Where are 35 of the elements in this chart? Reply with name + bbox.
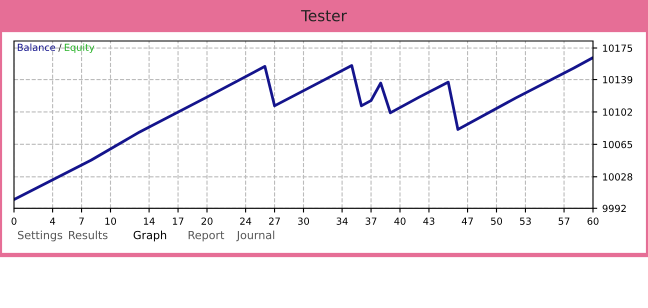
- x-tick-label: 40: [394, 218, 406, 225]
- text: Settings: [18, 230, 62, 242]
- x-tick-label: 50: [491, 218, 502, 225]
- x-tick-label: 37: [366, 218, 376, 225]
- x-tick-label: 10: [105, 218, 116, 225]
- y-tick-label: 9992: [602, 204, 626, 212]
- x-tick-label: 24: [240, 218, 252, 225]
- x-tick-label: 30: [298, 218, 310, 225]
- text: Balance: [18, 44, 56, 52]
- text: Graph: [134, 230, 166, 242]
- line-series: [14, 56, 593, 201]
- x-tick-label: 60: [587, 218, 599, 225]
- annotation: /: [58, 44, 62, 52]
- x-tick-label: 20: [202, 218, 213, 225]
- text: Report: [188, 230, 224, 242]
- y-tick-label: 10175: [603, 44, 632, 52]
- x-tick-label: 14: [144, 218, 155, 225]
- x-tick-label: 17: [172, 218, 184, 225]
- x-tick-label: 4: [50, 218, 56, 225]
- x-tick-label: 27: [269, 218, 280, 225]
- x-tick-label: 43: [423, 218, 434, 225]
- y-tick-label: 10102: [603, 108, 632, 116]
- x-tick-label: 34: [336, 218, 348, 225]
- chart-title: Tester: [301, 10, 347, 22]
- y-tick-label: 10139: [603, 76, 632, 84]
- x-tick-label: 57: [558, 218, 570, 225]
- y-tick-label: 10065: [603, 140, 632, 148]
- x-tick-label: 47: [462, 218, 473, 225]
- text: Results: [69, 230, 108, 240]
- x-tick-label: 0: [12, 218, 16, 225]
- x-tick-label: 7: [79, 218, 84, 225]
- y-tick-label: 10028: [603, 173, 632, 181]
- legend-label: Equity: [64, 44, 94, 53]
- text: Journal: [236, 230, 274, 242]
- x-tick-label: 53: [520, 218, 531, 225]
